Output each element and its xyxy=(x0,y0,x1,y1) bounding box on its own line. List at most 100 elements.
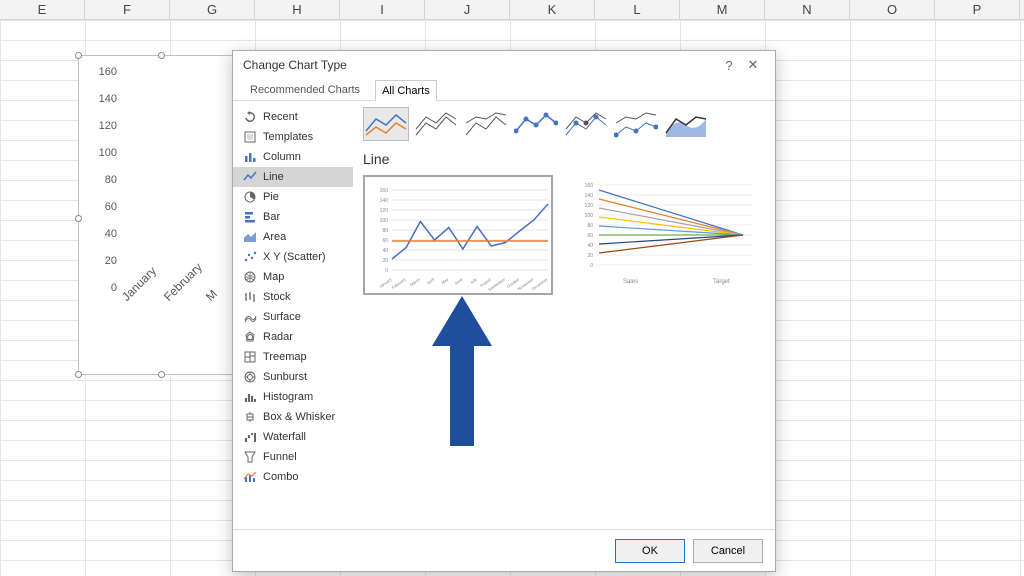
surface-icon xyxy=(243,310,257,324)
category-map[interactable]: Map xyxy=(233,267,353,287)
scatter-icon xyxy=(243,250,257,264)
subtype-5[interactable] xyxy=(613,107,659,141)
recent-icon xyxy=(243,110,257,124)
chart-preview-2[interactable]: 0 20 40 60 80 100 120 140 160 Sales Target xyxy=(573,175,763,295)
chart-subtype-row xyxy=(363,107,765,141)
help-button[interactable]: ? xyxy=(717,58,741,73)
category-bar[interactable]: Bar xyxy=(233,207,353,227)
category-funnel[interactable]: Funnel xyxy=(233,447,353,467)
chart-category-list: RecentTemplatesColumnLinePieBarAreaX Y (… xyxy=(233,101,353,529)
svg-text:120: 120 xyxy=(585,203,594,209)
dialog-title: Change Chart Type xyxy=(243,58,347,72)
category-templates[interactable]: Templates xyxy=(233,127,353,147)
svg-text:April: April xyxy=(426,277,436,286)
svg-text:40: 40 xyxy=(587,243,593,249)
dialog-titlebar[interactable]: Change Chart Type ? ✕ xyxy=(233,51,775,79)
svg-text:December: December xyxy=(531,276,550,291)
svg-text:160: 160 xyxy=(585,183,594,189)
category-waterfall[interactable]: Waterfall xyxy=(233,427,353,447)
subtype-3[interactable] xyxy=(513,107,559,141)
embedded-chart[interactable]: 020406080100120140160 JanuaryFebruaryM xyxy=(78,55,238,375)
column-header-F[interactable]: F xyxy=(85,0,170,19)
column-icon xyxy=(243,150,257,164)
subtype-4[interactable] xyxy=(563,107,609,141)
tab-0[interactable]: Recommended Charts xyxy=(243,79,367,100)
category-surface[interactable]: Surface xyxy=(233,307,353,327)
column-header-N[interactable]: N xyxy=(765,0,850,19)
category-area[interactable]: Area xyxy=(233,227,353,247)
category-scatter[interactable]: X Y (Scatter) xyxy=(233,247,353,267)
category-recent[interactable]: Recent xyxy=(233,107,353,127)
treemap-icon xyxy=(243,350,257,364)
templates-icon xyxy=(243,130,257,144)
category-box[interactable]: Box & Whisker xyxy=(233,407,353,427)
pie-icon xyxy=(243,190,257,204)
sunburst-icon xyxy=(243,370,257,384)
column-header-G[interactable]: G xyxy=(170,0,255,19)
chart-xlabels: JanuaryFebruaryM xyxy=(119,294,237,344)
change-chart-type-dialog: Change Chart Type ? ✕ Recommended Charts… xyxy=(232,50,776,572)
category-line[interactable]: Line xyxy=(233,167,353,187)
svg-text:20: 20 xyxy=(587,253,593,259)
svg-text:0: 0 xyxy=(385,268,388,274)
area-icon xyxy=(243,230,257,244)
column-header-K[interactable]: K xyxy=(510,0,595,19)
chart-bars xyxy=(119,66,237,294)
svg-text:40: 40 xyxy=(382,248,388,254)
chart-preview-1[interactable]: 020406080100120140160JanuaryFebruaryMarc… xyxy=(363,175,553,295)
subtype-0[interactable] xyxy=(363,107,409,141)
column-header-H[interactable]: H xyxy=(255,0,340,19)
category-column[interactable]: Column xyxy=(233,147,353,167)
svg-text:120: 120 xyxy=(380,208,389,214)
dialog-tabs: Recommended Charts All Charts xyxy=(233,79,775,101)
svg-text:100: 100 xyxy=(585,213,594,219)
funnel-icon xyxy=(243,450,257,464)
svg-text:60: 60 xyxy=(382,238,388,244)
svg-text:February: February xyxy=(391,277,407,290)
waterfall-icon xyxy=(243,430,257,444)
svg-text:January: January xyxy=(378,277,393,289)
column-header-O[interactable]: O xyxy=(850,0,935,19)
svg-text:Sales: Sales xyxy=(623,279,638,285)
line-icon xyxy=(243,170,257,184)
histogram-icon xyxy=(243,390,257,404)
svg-text:60: 60 xyxy=(587,233,593,239)
svg-text:May: May xyxy=(440,277,449,285)
category-combo[interactable]: Combo xyxy=(233,467,353,487)
cancel-button[interactable]: Cancel xyxy=(693,539,763,563)
svg-text:100: 100 xyxy=(380,218,389,224)
stock-icon xyxy=(243,290,257,304)
subtype-heading: Line xyxy=(363,151,765,167)
radar-icon xyxy=(243,330,257,344)
subtype-1[interactable] xyxy=(413,107,459,141)
svg-text:June: June xyxy=(453,276,464,286)
close-button[interactable]: ✕ xyxy=(741,57,765,73)
column-header-J[interactable]: J xyxy=(425,0,510,19)
svg-text:0: 0 xyxy=(590,263,593,269)
svg-text:July: July xyxy=(469,277,478,285)
column-header-I[interactable]: I xyxy=(340,0,425,19)
category-sunburst[interactable]: Sunburst xyxy=(233,367,353,387)
category-pie[interactable]: Pie xyxy=(233,187,353,207)
subtype-6[interactable] xyxy=(663,107,709,141)
category-stock[interactable]: Stock xyxy=(233,287,353,307)
tab-1[interactable]: All Charts xyxy=(375,80,437,101)
map-icon xyxy=(243,270,257,284)
chart-yaxis: 020406080100120140160 xyxy=(87,66,117,294)
box-icon xyxy=(243,410,257,424)
svg-text:140: 140 xyxy=(585,193,594,199)
column-header-L[interactable]: L xyxy=(595,0,680,19)
category-radar[interactable]: Radar xyxy=(233,327,353,347)
svg-text:80: 80 xyxy=(587,223,593,229)
category-treemap[interactable]: Treemap xyxy=(233,347,353,367)
svg-text:20: 20 xyxy=(382,258,388,264)
preview2-svg: 0 20 40 60 80 100 120 140 160 Sales Target xyxy=(573,175,763,295)
category-histogram[interactable]: Histogram xyxy=(233,387,353,407)
subtype-2[interactable] xyxy=(463,107,509,141)
column-header-P[interactable]: P xyxy=(935,0,1020,19)
svg-text:Target: Target xyxy=(713,279,730,285)
column-header-M[interactable]: M xyxy=(680,0,765,19)
ok-button[interactable]: OK xyxy=(615,539,685,563)
svg-text:80: 80 xyxy=(382,228,388,234)
column-header-E[interactable]: E xyxy=(0,0,85,19)
